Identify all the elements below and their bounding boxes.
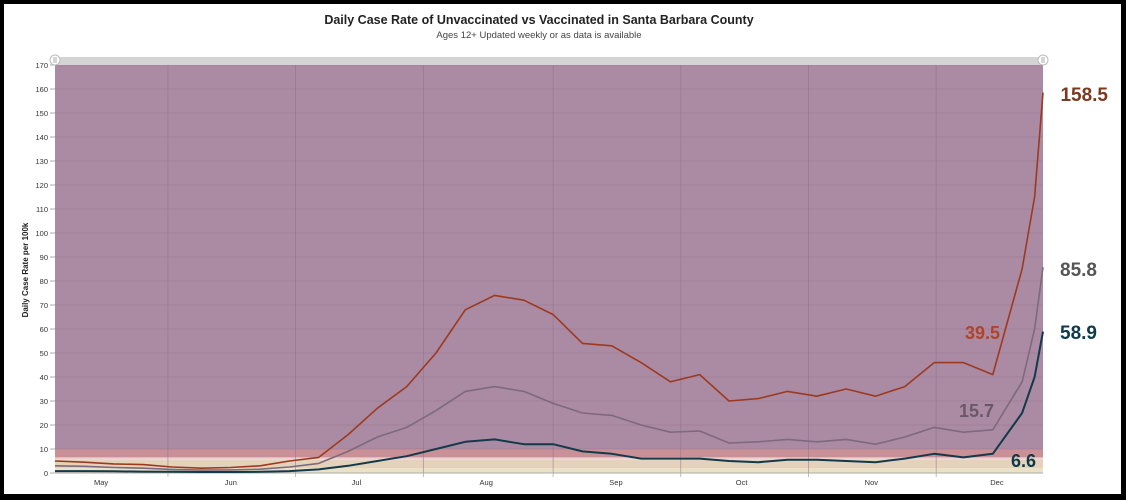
value-label: 39.5: [965, 323, 1000, 343]
range-handle-right[interactable]: [1037, 54, 1049, 66]
y-axis-label: Daily Case Rate per 100k: [21, 222, 30, 317]
y-tick-label: 50: [40, 349, 48, 358]
chart-subtitle: Ages 12+ Updated weekly or as data is av…: [436, 30, 642, 41]
value-label: 15.7: [959, 401, 994, 421]
y-tick-label: 40: [40, 373, 48, 382]
y-tick-label: 0: [44, 469, 48, 478]
x-tick-label: Sep: [609, 478, 622, 487]
value-label: 6.6: [1011, 451, 1036, 471]
value-label: 85.8: [1060, 260, 1097, 281]
y-tick-label: 100: [35, 229, 48, 238]
y-tick-label: 140: [35, 133, 48, 142]
x-tick-label: Aug: [480, 478, 493, 487]
y-tick-label: 90: [40, 253, 48, 262]
y-tick-label: 110: [36, 205, 48, 214]
y-tick-label: 30: [40, 397, 48, 406]
x-tick-label: Oct: [736, 478, 749, 487]
x-tick-label: Jul: [352, 478, 362, 487]
range-handle-left[interactable]: [49, 54, 61, 66]
y-tick-label: 70: [40, 301, 48, 310]
x-tick-label: May: [94, 478, 108, 487]
series-line-2: [54, 266, 1044, 471]
y-tick-label: 60: [40, 325, 48, 334]
chart-title: Daily Case Rate of Unvaccinated vs Vacci…: [324, 13, 754, 27]
y-tick-label: 120: [35, 181, 48, 190]
y-tick-label: 20: [40, 421, 48, 430]
background-band: [55, 468, 1043, 473]
range-selector-track: [55, 57, 1043, 65]
value-label: 58.9: [1060, 323, 1097, 344]
x-tick-label: Jun: [225, 478, 237, 487]
y-tick-label: 130: [35, 157, 48, 166]
x-tick-label: Nov: [865, 478, 879, 487]
y-tick-label: 80: [40, 277, 48, 286]
series-line-3: [55, 331, 1044, 473]
background-band: [55, 449, 1043, 458]
series-line-1: [54, 92, 1044, 470]
y-tick-label: 170: [35, 61, 48, 70]
x-tick-label: Dec: [990, 478, 1004, 487]
y-tick-label: 150: [35, 109, 48, 118]
background-band: [55, 459, 1043, 469]
background-band: [55, 457, 1043, 460]
value-label: 158.5: [1060, 85, 1108, 106]
y-tick-label: 10: [40, 445, 48, 454]
y-tick-label: 160: [35, 85, 48, 94]
